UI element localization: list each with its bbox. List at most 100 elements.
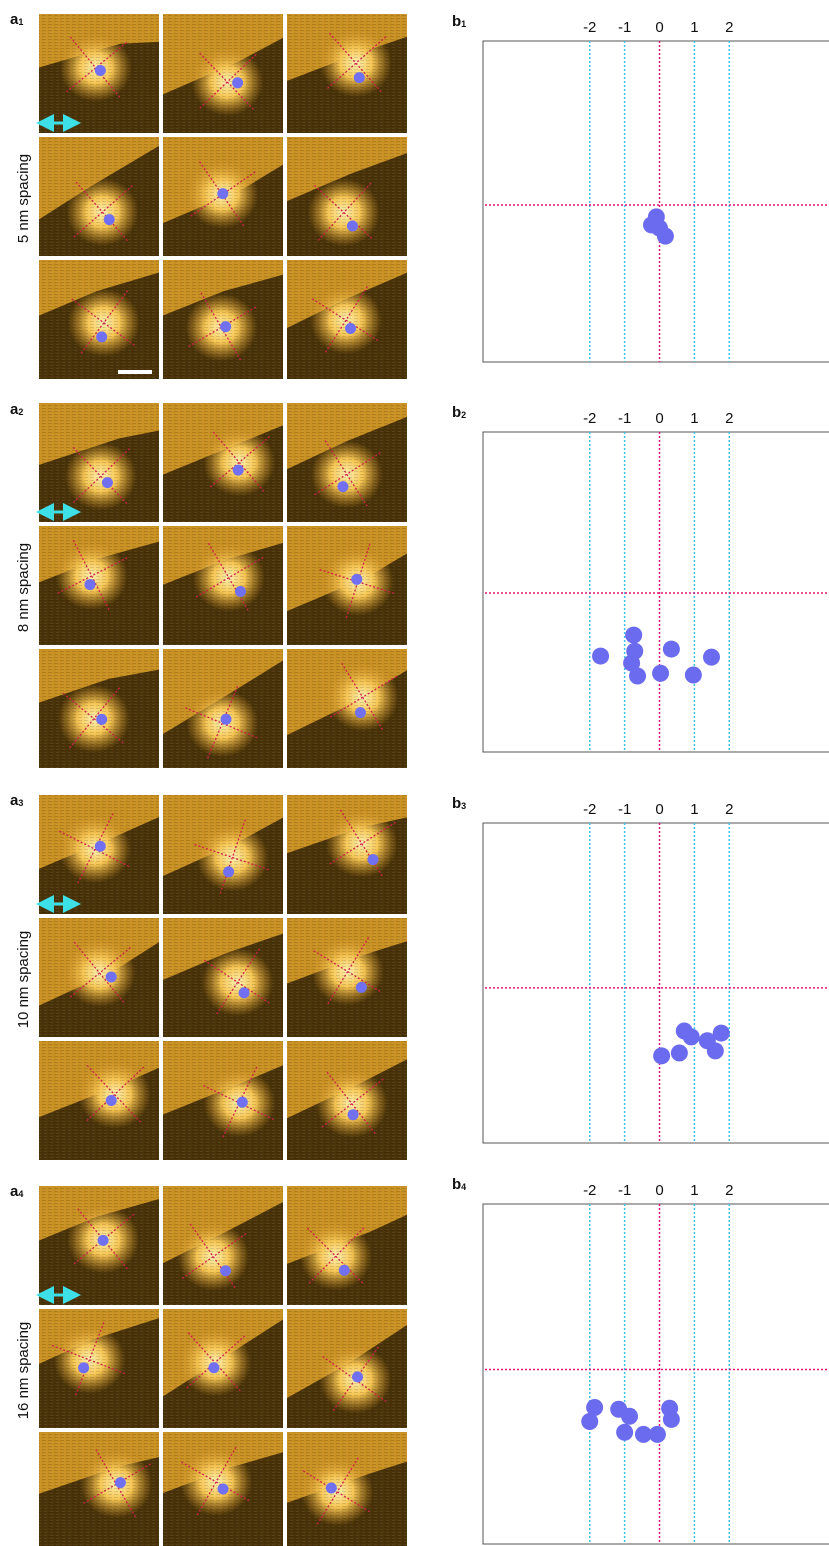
afm-content — [39, 526, 159, 645]
panel-subscript: 4 — [461, 1182, 466, 1192]
scan-noise — [287, 1432, 407, 1546]
afm-image — [163, 918, 283, 1037]
scan-noise — [39, 1309, 159, 1428]
scan-noise — [163, 14, 283, 133]
plot-frame — [483, 1204, 829, 1544]
x-tick-label: 2 — [725, 19, 733, 36]
x-tick-label: -1 — [618, 19, 631, 36]
panel-subscript: 2 — [461, 410, 466, 420]
tracked-position — [102, 477, 113, 488]
afm-content — [287, 1041, 407, 1160]
tracked-position — [220, 1265, 231, 1276]
tracked-position — [220, 321, 231, 332]
scan-noise — [39, 795, 159, 914]
tracked-position — [115, 1477, 126, 1488]
afm-content — [287, 1432, 407, 1546]
afm-image — [163, 1309, 283, 1428]
afm-content — [163, 137, 283, 256]
afm-content — [163, 795, 283, 914]
tracked-position — [96, 331, 107, 342]
x-tick-label: 0 — [655, 801, 663, 818]
panel-subscript: 3 — [18, 798, 23, 808]
tracked-position — [95, 65, 106, 76]
afm-content — [163, 1432, 283, 1546]
spacing-label: 16 nm spacing — [15, 1322, 32, 1420]
panel-subscript: 3 — [461, 801, 466, 811]
tracked-position — [106, 1095, 117, 1106]
afm-image — [39, 918, 159, 1037]
position-dot — [685, 666, 702, 683]
afm-image — [163, 795, 283, 914]
afm-content — [163, 1186, 283, 1305]
afm-content — [287, 1309, 407, 1428]
tracked-position — [104, 214, 115, 225]
position-dot — [629, 668, 646, 685]
position-dot — [657, 228, 674, 245]
tracked-position — [218, 1484, 229, 1495]
tracked-position — [221, 714, 232, 725]
afm-image — [287, 14, 407, 133]
afm-image — [163, 1041, 283, 1160]
afm-content — [39, 403, 159, 522]
x-tick-label: 1 — [690, 1182, 698, 1199]
afm-content — [287, 137, 407, 256]
afm-image — [39, 403, 159, 522]
afm-content — [163, 1041, 283, 1160]
tracked-position — [85, 579, 96, 590]
scan-noise — [163, 1186, 283, 1305]
afm-image — [39, 1432, 159, 1546]
afm-image — [39, 1309, 159, 1428]
afm-image — [287, 260, 407, 379]
tracked-position — [96, 714, 107, 725]
tracked-position — [354, 72, 365, 83]
scan-noise — [163, 260, 283, 379]
afm-content — [39, 1041, 159, 1160]
scan-noise — [287, 918, 407, 1037]
scan-noise — [39, 649, 159, 768]
x-tick-label: 1 — [690, 410, 698, 427]
afm-image — [287, 1432, 407, 1546]
afm-content — [39, 260, 159, 379]
afm-content — [163, 918, 283, 1037]
tracked-position — [339, 1265, 350, 1276]
spacing-label: 8 nm spacing — [15, 543, 32, 632]
x-tick-label: 0 — [655, 19, 663, 36]
x-tick-label: 2 — [725, 801, 733, 818]
x-tick-label: -2 — [583, 801, 596, 818]
scan-noise — [39, 403, 159, 522]
panel-label: a1 — [10, 11, 23, 28]
tracked-position — [78, 1362, 89, 1373]
afm-content — [287, 918, 407, 1037]
x-tick-label: -1 — [618, 410, 631, 427]
x-tick-label: 2 — [725, 1182, 733, 1199]
afm-content — [287, 14, 407, 133]
tracked-position — [232, 77, 243, 88]
position-dot — [683, 1028, 700, 1045]
afm-content — [163, 14, 283, 133]
panel-letter: b — [452, 404, 461, 421]
position-dot — [616, 1424, 633, 1441]
x-tick-label: -2 — [583, 1182, 596, 1199]
scan-noise — [163, 1041, 283, 1160]
tracked-position — [348, 1109, 359, 1120]
scan-noise — [39, 260, 159, 379]
afm-content — [39, 1432, 159, 1546]
position-dot — [671, 1045, 688, 1062]
spacing-label: 5 nm spacing — [15, 154, 32, 243]
position-dot — [586, 1399, 603, 1416]
scan-noise — [163, 918, 283, 1037]
afm-image — [163, 137, 283, 256]
tracked-position — [208, 1362, 219, 1373]
panel-label: a4 — [10, 1183, 23, 1200]
afm-image — [163, 526, 283, 645]
scan-noise — [287, 649, 407, 768]
panel-label: b2 — [452, 404, 466, 421]
afm-image — [287, 403, 407, 522]
x-tick-label: -2 — [583, 410, 596, 427]
scan-noise — [287, 526, 407, 645]
panel-letter: b — [452, 13, 461, 30]
scan-noise — [287, 403, 407, 522]
scan-noise — [163, 403, 283, 522]
afm-image — [39, 137, 159, 256]
scan-noise — [39, 1186, 159, 1305]
